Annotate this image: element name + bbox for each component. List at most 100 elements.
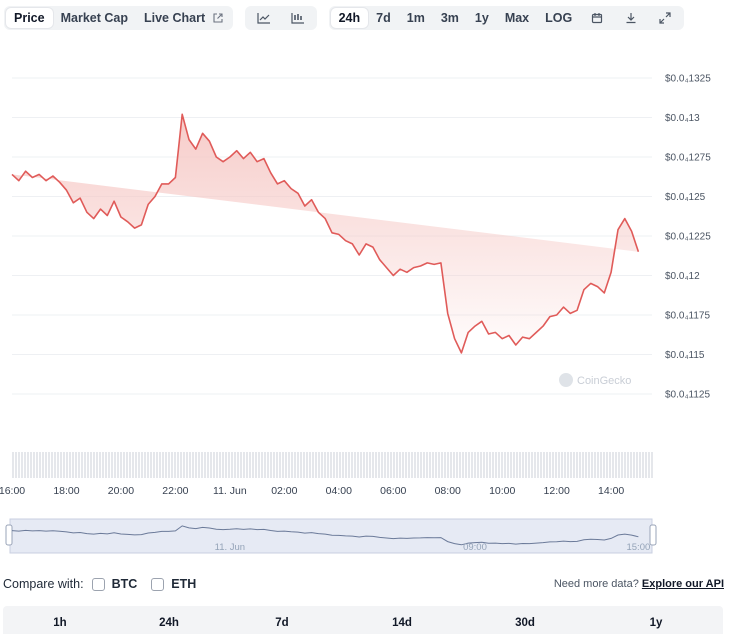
compare-eth-option[interactable]: ETH	[151, 577, 196, 591]
view-tab-group: Price Market Cap Live Chart	[4, 6, 233, 30]
tab-price[interactable]: Price	[6, 8, 53, 28]
volume-bar	[285, 452, 287, 478]
price-area-fill	[12, 114, 639, 353]
volume-bar	[57, 452, 59, 478]
y-tick-label: $0.0₄1325	[665, 74, 711, 85]
explore-api-link[interactable]: Explore our API	[641, 578, 724, 590]
volume-bar	[135, 452, 137, 478]
volume-bar	[558, 452, 560, 478]
volume-bar	[522, 452, 524, 478]
volume-bar	[111, 452, 113, 478]
range-24h[interactable]: 24h	[330, 8, 369, 28]
volume-bar	[633, 452, 635, 478]
volume-bar	[453, 452, 455, 478]
volume-bar	[648, 452, 650, 478]
volume-bar	[579, 452, 581, 478]
compare-btc-option[interactable]: BTC	[91, 577, 137, 591]
volume-bar	[414, 452, 416, 478]
volume-bar	[333, 452, 335, 478]
volume-bar	[51, 452, 53, 478]
chart-gridlines	[12, 77, 652, 395]
compare-eth-checkbox[interactable]	[151, 577, 165, 591]
volume-bar	[444, 452, 446, 478]
volume-bar	[513, 452, 515, 478]
range-1m[interactable]: 1m	[406, 11, 425, 25]
volume-bar	[348, 452, 350, 478]
period-7d: 7d	[275, 617, 289, 629]
y-tick-label: $0.0₄125	[665, 192, 706, 203]
volume-bar	[495, 452, 497, 478]
range-navigator[interactable]: 11. Jun 09:00 15:00	[5, 518, 657, 554]
price-chart[interactable]: $0.0₄1325 $0.0₄13 $0.0₄1275 $0.0₄125 $0.0₄12…	[0, 36, 730, 560]
volume-bar	[162, 452, 164, 478]
expand-icon[interactable]	[648, 8, 682, 28]
range-3m[interactable]: 3m	[440, 11, 459, 25]
log-toggle[interactable]: LOG	[545, 11, 573, 25]
volume-bar	[549, 452, 551, 478]
volume-bar	[228, 452, 230, 478]
compare-btc-checkbox[interactable]	[91, 577, 105, 591]
volume-bar	[63, 452, 65, 478]
navigator-right-handle[interactable]	[649, 524, 657, 546]
volume-bar	[147, 452, 149, 478]
volume-bar	[471, 452, 473, 478]
volume-bar	[540, 452, 542, 478]
volume-bar	[516, 452, 518, 478]
volume-bar	[447, 452, 449, 478]
compare-label: Compare with:	[3, 577, 84, 591]
volume-bar	[198, 452, 200, 478]
volume-bar	[474, 452, 476, 478]
volume-bar	[324, 452, 326, 478]
volume-bar	[165, 452, 167, 478]
y-tick-label: $0.0₄1225	[665, 232, 711, 243]
volume-bar	[354, 452, 356, 478]
range-7d[interactable]: 7d	[376, 11, 391, 25]
volume-bar	[420, 452, 422, 478]
navigator-labels: 11. Jun 09:00 15:00	[215, 542, 651, 553]
volume-bar	[411, 452, 413, 478]
calendar-icon[interactable]	[580, 8, 614, 28]
volume-bar	[567, 452, 569, 478]
volume-bar	[357, 452, 359, 478]
download-icon[interactable]	[614, 8, 648, 28]
y-tick-label: $0.0₄12	[665, 271, 700, 282]
tab-market-cap[interactable]: Market Cap	[60, 11, 128, 25]
volume-bar	[243, 452, 245, 478]
volume-bar	[570, 452, 572, 478]
volume-bar	[498, 452, 500, 478]
volume-bar	[84, 452, 86, 478]
period-change-header: 1h 24h 7d 14d 30d 1y	[3, 606, 723, 634]
volume-bar	[330, 452, 332, 478]
range-group: 24h 7d 1m 3m 1y Max LOG	[328, 6, 685, 30]
tab-live-chart[interactable]: Live Chart	[136, 8, 231, 28]
price-chart-svg: $0.0₄1325 $0.0₄13 $0.0₄1275 $0.0₄125 $0.0₄12…	[0, 74, 711, 554]
volume-bar	[69, 452, 71, 478]
volume-bar	[645, 452, 647, 478]
x-tick-label: 08:00	[435, 485, 461, 497]
x-tick-label: 20:00	[108, 485, 134, 497]
navigator-left-handle[interactable]	[5, 524, 13, 546]
volume-bar	[465, 452, 467, 478]
volume-bar	[477, 452, 479, 478]
volume-bar	[291, 452, 293, 478]
volume-bar	[492, 452, 494, 478]
x-tick-label: 02:00	[271, 485, 297, 497]
navigator-label: 15:00	[626, 542, 650, 553]
candlestick-chart-icon[interactable]	[281, 8, 315, 28]
volume-bar	[525, 452, 527, 478]
volume-bar	[366, 452, 368, 478]
need-more-data-text: Need more data?	[553, 578, 639, 590]
volume-bar	[327, 452, 329, 478]
volume-bar	[18, 452, 20, 478]
volume-bar	[501, 452, 503, 478]
volume-bar	[240, 452, 242, 478]
volume-bar	[642, 452, 644, 478]
volume-bar	[24, 452, 26, 478]
volume-bar	[279, 452, 281, 478]
volume-bar	[150, 452, 152, 478]
volume-bar	[483, 452, 485, 478]
range-1y[interactable]: 1y	[474, 11, 489, 25]
volume-bar	[405, 452, 407, 478]
line-chart-icon[interactable]	[247, 8, 281, 28]
range-max[interactable]: Max	[504, 11, 530, 25]
